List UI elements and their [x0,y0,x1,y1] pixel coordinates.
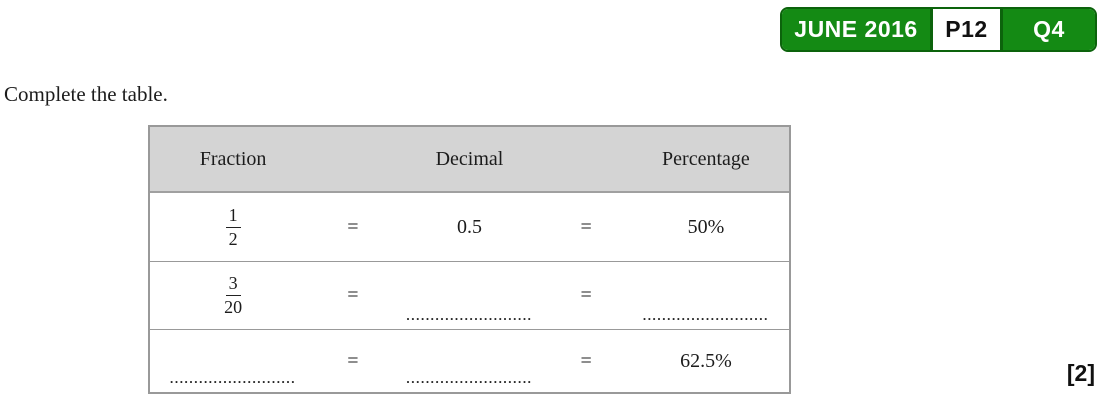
table-row: 3 20 = .......................... = ....… [150,262,789,330]
question-number-label: Q4 [1003,9,1095,50]
equals-sign: = [347,215,359,238]
conversion-table: Fraction Decimal Percentage 1 2 = 0.5 = … [148,125,791,394]
fraction-value: 1 2 [225,205,241,249]
percentage-answer-blank: .......................... [642,308,769,323]
fraction-numerator: 1 [225,205,241,228]
table-row: .......................... = ...........… [150,330,789,392]
fraction-denominator: 20 [224,297,243,317]
fraction-denominator: 2 [228,228,238,249]
header-spacer [316,127,389,191]
paper-reference-badge: JUNE 2016 P12 Q4 [780,7,1097,52]
equals-sign: = [580,284,592,306]
decimal-value: 0.5 [456,215,482,238]
header-fraction: Fraction [199,147,267,170]
header-percentage: Percentage [662,147,750,170]
session-label: JUNE 2016 [782,9,930,50]
decimal-answer-blank: .......................... [406,371,533,386]
table-row: 1 2 = 0.5 = 50% [150,193,789,262]
percentage-value: 50% [687,215,725,238]
marks-label: [2] [1066,360,1095,386]
fraction-numerator: 3 [225,273,241,296]
header-spacer [549,127,622,191]
decimal-answer-blank: .......................... [406,308,533,323]
equals-sign: = [580,215,592,238]
table-header-row: Fraction Decimal Percentage [150,127,789,193]
header-decimal: Decimal [435,147,504,170]
instruction-text: Complete the table. [4,82,168,106]
paper-number-label: P12 [930,9,1003,50]
fraction-value: 3 20 [224,273,242,317]
percentage-value: 62.5% [680,349,732,372]
equals-sign: = [347,284,359,306]
equals-sign: = [347,349,359,372]
equals-sign: = [580,349,592,372]
fraction-answer-blank: .......................... [170,371,297,386]
